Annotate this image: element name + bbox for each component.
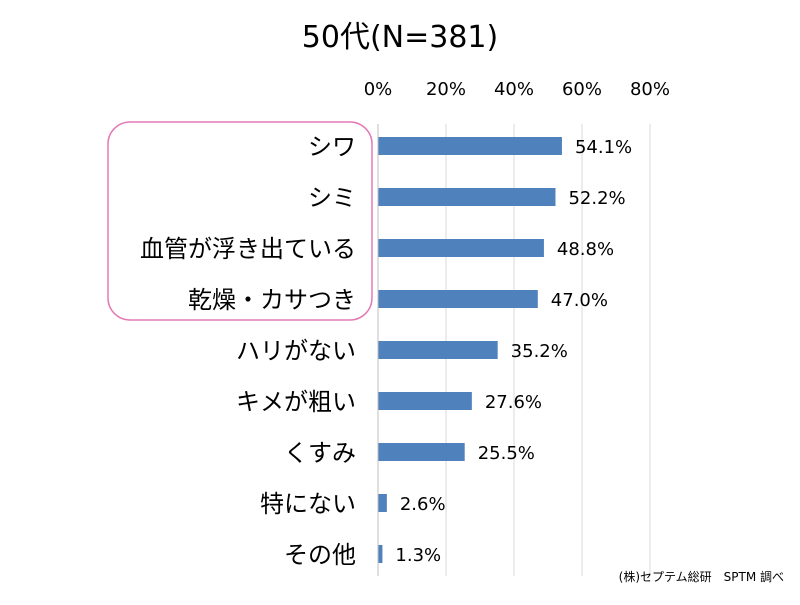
category-label: シワ — [308, 133, 356, 161]
data-label: 48.8% — [557, 239, 614, 260]
x-tick-label: 20% — [426, 79, 466, 100]
bar — [378, 494, 387, 512]
category-label: その他 — [284, 541, 356, 569]
bars — [378, 137, 562, 563]
x-tick-label: 60% — [562, 79, 602, 100]
category-label: 血管が浮き出ている — [140, 235, 356, 263]
bar — [378, 239, 544, 257]
category-label: くすみ — [284, 439, 356, 467]
data-label: 1.3% — [395, 545, 441, 566]
category-label: 特にない — [260, 490, 356, 518]
bar — [378, 545, 383, 563]
data-label: 27.6% — [485, 392, 542, 413]
category-label: シミ — [308, 184, 356, 212]
bar — [378, 137, 562, 155]
x-tick-label: 0% — [364, 79, 393, 100]
chart-title: 50代(N=381) — [302, 20, 498, 55]
source-note: (株)セプテム総研 SPTM 調べ — [619, 569, 784, 584]
data-label: 35.2% — [511, 341, 568, 362]
category-label: 乾燥・カサつき — [188, 286, 356, 314]
bar — [378, 443, 465, 461]
value-labels: 54.1% 52.2% 48.8% 47.0% 35.2% 27.6% 25.5% 2.6% 1… — [395, 137, 632, 566]
highlight-box — [107, 121, 373, 321]
bar — [378, 341, 498, 359]
data-label: 25.5% — [478, 443, 535, 464]
data-label: 2.6% — [400, 494, 446, 515]
data-label: 52.2% — [568, 188, 625, 209]
x-axis-ticks: 0% 20% 40% 60% 80% — [364, 79, 670, 100]
category-label: ハリがない — [236, 337, 356, 365]
bar — [378, 188, 556, 206]
bar — [378, 290, 538, 308]
data-label: 54.1% — [575, 137, 632, 158]
x-tick-label: 80% — [630, 79, 670, 100]
category-label: キメが粗い — [236, 388, 356, 416]
bar — [378, 392, 472, 410]
x-tick-label: 40% — [494, 79, 534, 100]
data-label: 47.0% — [551, 290, 608, 311]
